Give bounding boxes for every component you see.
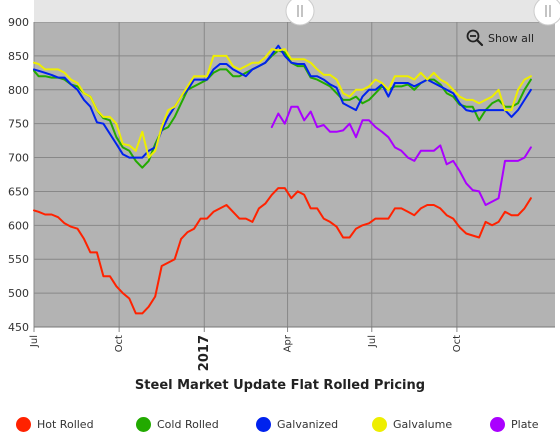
legend-label: Galvanized	[277, 417, 339, 431]
line-chart: 450 500 550 600 650 700 750 800 850 900 Jul Oct 2017…	[8, 0, 560, 371]
x-tick-label: Jul	[367, 335, 378, 348]
y-tick-label: 650	[8, 185, 29, 198]
y-tick-label: 450	[8, 321, 29, 334]
legend-item-galvalume[interactable]: Galvalume	[372, 414, 452, 434]
y-tick-label: 850	[8, 50, 29, 63]
y-tick-label: 700	[8, 152, 29, 165]
legend-label: Galvalume	[393, 417, 453, 431]
legend-label: Hot Rolled	[37, 417, 94, 431]
y-tick-label: 600	[8, 219, 29, 232]
legend-swatch	[490, 416, 505, 432]
x-tick-label: Jul	[29, 335, 40, 348]
y-tick-label: 750	[8, 118, 29, 131]
y-tick-label: 550	[8, 253, 29, 266]
series-line-plate	[270, 105, 532, 206]
x-tick-label: Oct	[114, 335, 125, 352]
navigator-right-handle[interactable]	[533, 0, 560, 26]
legend-label: Cold Rolled	[157, 417, 219, 431]
legend-swatch	[136, 416, 151, 432]
chart-legend: Hot Rolled Cold Rolled Galvanized Galvalume…	[0, 414, 560, 434]
legend-label: Plate	[511, 417, 539, 431]
navigator-left-handle[interactable]	[285, 0, 315, 26]
x-tick-label: 2017	[197, 335, 212, 371]
x-tick-label: Apr	[283, 334, 294, 352]
show-all-button[interactable]: Show all	[466, 28, 534, 48]
legend-swatch	[256, 416, 271, 432]
zoom-out-icon	[466, 29, 484, 47]
legend-item-plate[interactable]: Plate	[490, 414, 539, 434]
y-tick-label: 800	[8, 84, 29, 97]
legend-item-cold-rolled[interactable]: Cold Rolled	[136, 414, 219, 434]
series-line-hot-rolled	[33, 187, 532, 315]
range-navigator[interactable]	[34, 0, 560, 26]
legend-swatch	[16, 416, 31, 432]
y-tick-label: 900	[8, 16, 29, 29]
y-tick-label: 500	[8, 287, 29, 300]
chart-title: Steel Market Update Flat Rolled Pricing	[134, 378, 426, 393]
plot-area	[34, 22, 555, 327]
axis-labels: 450 500 550 600 650 700 750 800 850 900 Jul Oct 2017…	[8, 16, 463, 371]
legend-item-hot-rolled[interactable]: Hot Rolled	[16, 414, 94, 434]
legend-item-galvanized[interactable]: Galvanized	[256, 414, 338, 434]
legend-swatch	[372, 416, 387, 432]
x-tick-label: Oct	[452, 335, 463, 352]
show-all-label: Show all	[488, 31, 535, 45]
series-layer	[33, 44, 532, 315]
series-line-galvalume	[33, 48, 532, 159]
